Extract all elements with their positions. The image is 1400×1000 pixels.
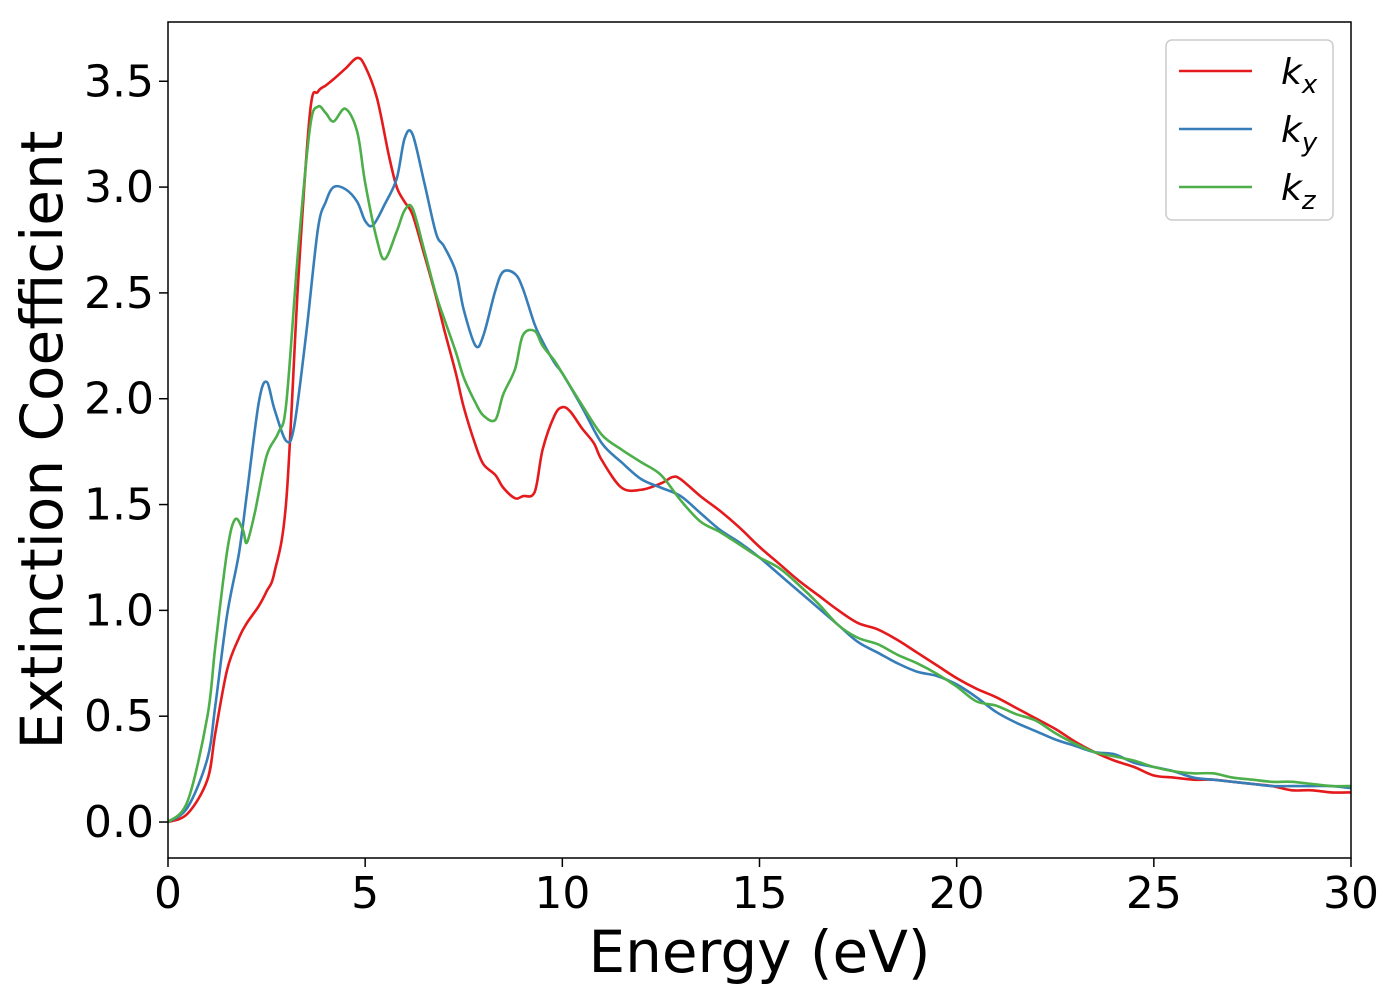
x-tick-label: 25 [1126,868,1182,919]
y-tick-label: 0.0 [84,797,154,848]
y-tick-label: 1.0 [84,585,154,636]
y-tick-label: 0.5 [84,691,154,742]
x-tick-label: 15 [732,868,788,919]
y-tick-label: 3.5 [84,56,154,107]
x-tick-label: 10 [534,868,590,919]
x-axis-title: Energy (eV) [588,918,930,986]
x-tick-label: 0 [154,868,182,919]
x-tick-label: 20 [929,868,985,919]
series-line-kz [168,104,1351,824]
y-tick-label: 1.5 [84,480,154,531]
y-tick-label: 2.5 [84,268,154,319]
series-layer [168,56,1351,824]
y-axis-title: Extinction Coefficient [8,131,76,750]
series-line-kx [168,56,1351,824]
y-tick-label: 2.0 [84,374,154,425]
x-axis: 0 5 10 15 20 25 30 [154,858,1379,919]
y-tick-label: 3.0 [84,162,154,213]
y-axis: 0.0 0.5 1.0 1.5 2.0 2.5 3.0 3.5 [84,56,168,848]
series-line-ky [168,129,1351,824]
x-tick-label: 30 [1323,868,1379,919]
x-tick-label: 5 [351,868,379,919]
